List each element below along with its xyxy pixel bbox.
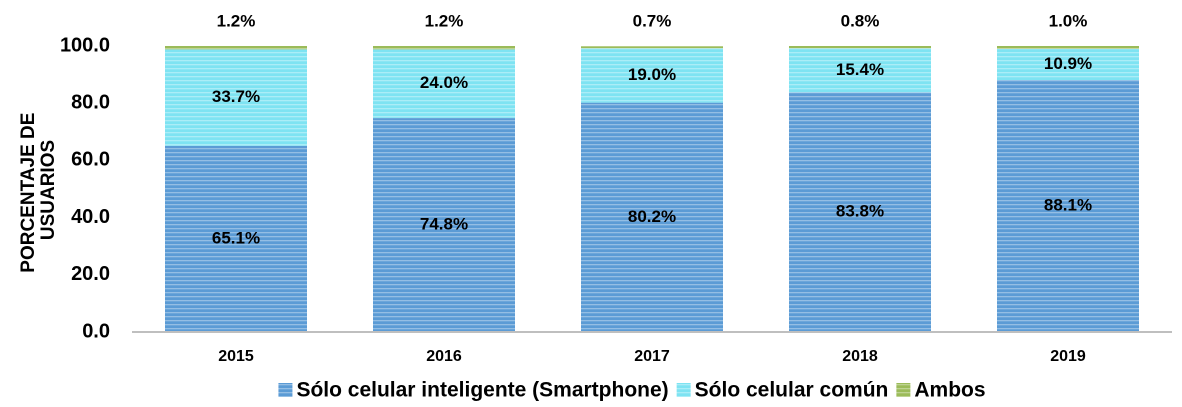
x-tick-label: 2019 xyxy=(1050,348,1086,365)
y-tick-label: 60.0 xyxy=(71,149,110,171)
bar-segment xyxy=(789,92,931,332)
legend-label: Sólo celular inteligente (Smartphone) xyxy=(296,379,668,402)
bar-segment xyxy=(581,46,723,49)
bar-segment xyxy=(373,118,515,333)
bar-segment xyxy=(997,46,1139,49)
data-label: 33.7% xyxy=(212,87,260,106)
x-tick-label: 2017 xyxy=(634,348,670,365)
bar-segment xyxy=(581,48,723,103)
legend-item: Sólo celular inteligente (Smartphone) xyxy=(278,379,669,402)
data-label: 65.1% xyxy=(212,228,260,247)
y-axis-title: PORCENTAJE DE USUARIOS xyxy=(18,107,59,272)
bar-segment xyxy=(789,46,931,49)
data-label: 0.8% xyxy=(841,11,880,30)
legend-item: Ambos xyxy=(896,379,986,402)
data-label: 10.9% xyxy=(1044,54,1092,73)
bar-segment xyxy=(373,49,515,119)
data-label: 1.0% xyxy=(1049,11,1088,30)
bar-segment xyxy=(165,49,307,146)
legend-swatch xyxy=(896,383,911,397)
bar-segment xyxy=(165,145,307,332)
legend-item: Sólo celular común xyxy=(676,379,889,402)
x-tick-label: 2016 xyxy=(426,348,462,365)
y-tick-label: 40.0 xyxy=(71,206,110,228)
data-label: 0.7% xyxy=(633,11,672,30)
y-tick-label: 80.0 xyxy=(71,91,110,113)
data-label: 74.8% xyxy=(420,215,468,234)
data-label: 88.1% xyxy=(1044,196,1092,215)
data-label: 24.0% xyxy=(420,73,468,92)
y-tick-label: 0.0 xyxy=(82,320,110,342)
y-axis-title-line: USUARIOS xyxy=(38,140,59,240)
y-tick-label: 100.0 xyxy=(60,34,110,56)
bar-segment xyxy=(997,80,1139,332)
bar-segment xyxy=(165,46,307,50)
data-label: 1.2% xyxy=(217,11,256,30)
legend-label: Sólo celular común xyxy=(695,379,889,402)
x-tick-label: 2018 xyxy=(842,348,878,365)
bar-segment xyxy=(373,46,515,50)
bar-segment xyxy=(997,48,1139,81)
legend-swatch xyxy=(676,383,691,397)
data-label: 1.2% xyxy=(425,11,464,30)
y-axis-title-line: PORCENTAJE DE xyxy=(18,113,39,273)
data-label: 15.4% xyxy=(836,60,884,79)
y-tick-label: 20.0 xyxy=(71,263,110,285)
bar-segment xyxy=(581,102,723,333)
data-label: 80.2% xyxy=(628,207,676,226)
data-label: 19.0% xyxy=(628,65,676,84)
x-tick-label: 2015 xyxy=(218,348,254,365)
legend-label: Ambos xyxy=(914,379,985,402)
legend-swatch xyxy=(278,383,293,397)
bar-segment xyxy=(789,48,931,93)
data-label: 83.8% xyxy=(836,202,884,221)
